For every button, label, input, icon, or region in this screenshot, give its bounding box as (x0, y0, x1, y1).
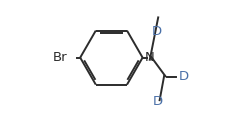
Text: D: D (153, 95, 163, 108)
Text: Br: Br (53, 51, 68, 64)
Text: D: D (179, 70, 189, 83)
Text: D: D (151, 25, 161, 38)
Text: N: N (144, 51, 154, 64)
